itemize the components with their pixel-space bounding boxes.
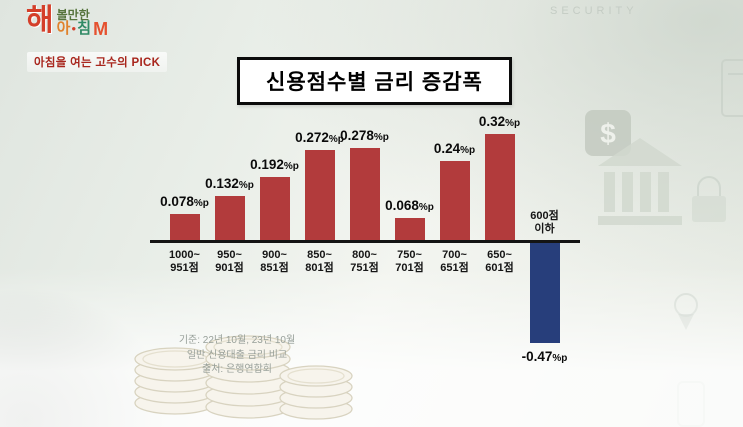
chart-title: 신용점수별 금리 증감폭 xyxy=(237,57,512,105)
bar xyxy=(169,214,200,240)
logo-right-block: 볼만한 아 ● 침 M xyxy=(56,6,109,39)
logo-text-top: 볼만한 xyxy=(56,8,90,22)
bar-category-label: 700~ 651점 xyxy=(440,249,469,274)
bar xyxy=(529,243,560,343)
bar xyxy=(439,161,470,240)
bar-value-label: 0.078%p xyxy=(160,194,209,209)
security-watermark-text: SECURITY xyxy=(550,5,638,17)
bar-chart: 0.078%p 1000~ 951점 0.132%p 950~ 901점 0.192%p 90… xyxy=(150,100,580,410)
logo-text-bottom: 아 ● 침 M xyxy=(56,19,109,39)
logo-char-a: 아 xyxy=(56,20,71,37)
bar xyxy=(394,218,425,240)
bar-category-label: 650~ 601점 xyxy=(485,249,514,274)
chart-footnotes: 기준: 22년 10월, 23년 10월 일반 신용대출 금리 비교 출처: 은… xyxy=(148,334,326,378)
calculator-icon xyxy=(721,59,743,117)
bar xyxy=(484,134,515,240)
bar-category-label: 850~ 801점 xyxy=(305,249,334,274)
bar-value-label: 0.132%p xyxy=(205,176,254,191)
bar xyxy=(349,148,380,240)
bar-value-label: 0.32%p xyxy=(478,114,521,129)
logo-m-mark-icon: M xyxy=(93,19,109,39)
lock-icon xyxy=(697,176,721,196)
footnote-basis: 기준: 22년 10월, 23년 10월 xyxy=(178,335,296,346)
bottom-fade-overlay xyxy=(0,267,743,427)
dollar-tile-icon: $ xyxy=(585,110,631,156)
bar-value-label: 0.272%p xyxy=(295,130,344,145)
bar-category-label: 900~ 851점 xyxy=(260,249,289,274)
logo-dot-icon: ● xyxy=(71,24,77,33)
bank-icon xyxy=(598,138,682,225)
bar-value-label: 0.278%p xyxy=(340,128,389,143)
logo-char-hae: 해 xyxy=(26,4,54,37)
footnote-source: 출처: 은행연합회 xyxy=(202,364,272,375)
bar-category-label: 950~ 901점 xyxy=(215,249,244,274)
coin-stacks-illustration xyxy=(134,335,353,420)
bar-value-label: 0.24%p xyxy=(433,141,476,156)
bar xyxy=(214,196,245,240)
bar-value-label: -0.47%p xyxy=(521,349,568,364)
bar-category-label: 800~ 751점 xyxy=(350,249,379,274)
bar xyxy=(259,177,290,240)
chart-baseline-axis xyxy=(150,240,580,243)
bar-category-label: 750~ 701점 xyxy=(395,249,424,274)
bar-value-label: 0.068%p xyxy=(385,198,434,213)
bar-value-label: 0.192%p xyxy=(250,157,299,172)
program-logo: 해 볼만한 아 ● 침 M xyxy=(26,4,109,39)
bar-category-label: 1000~ 951점 xyxy=(169,249,200,274)
svg-text:$: $ xyxy=(600,118,616,149)
bar-category-label: 600점 이하 xyxy=(530,210,559,235)
footnote-comparison: 일반 신용대출 금리 비교 xyxy=(186,349,288,361)
bar xyxy=(304,150,335,240)
logo-char-chim: 침 xyxy=(77,20,92,37)
segment-tagline: 아침을 여는 고수의 PICK xyxy=(27,52,168,72)
